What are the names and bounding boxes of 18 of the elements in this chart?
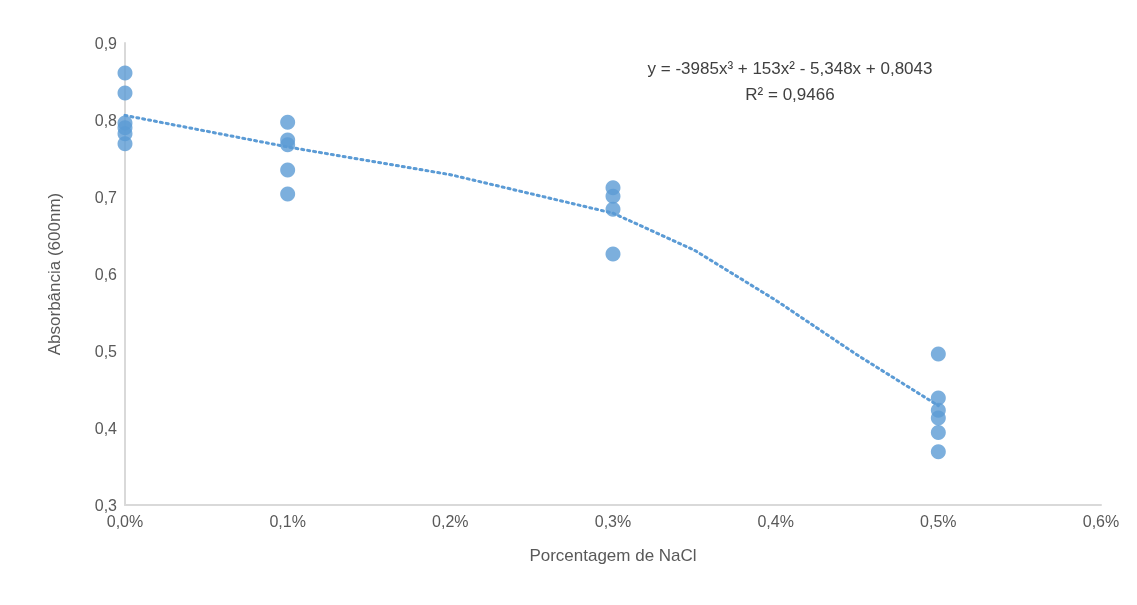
y-tick-label: 0,6: [94, 265, 118, 283]
x-tick-label: 0,1%: [269, 512, 306, 530]
y-axis-title: Absorbância (600nm): [45, 192, 64, 356]
y-tick-label: 0,8: [94, 111, 118, 129]
x-tick-label: 0,4%: [757, 512, 794, 530]
x-tick-label: 0,3%: [594, 512, 632, 530]
x-axis-title: Porcentagem de NaCl: [529, 546, 697, 565]
annotation: y = -3985x³ + 153x² - 5,348x + 0,8043: [647, 59, 933, 78]
y-tick-label: 0,7: [94, 188, 118, 206]
y-tick-label: 0,4: [94, 419, 118, 437]
y-tick-label: 0,3: [94, 496, 118, 514]
x-tick-label: 0,0%: [106, 512, 144, 530]
y-tick-label: 0,5: [94, 342, 118, 360]
x-tick-label: 0,6%: [1082, 512, 1120, 530]
y-tick-label: 0,9: [94, 34, 118, 52]
x-tick-label: 0,2%: [432, 512, 469, 530]
annotation: R² = 0,9466: [745, 85, 835, 104]
x-tick-label: 0,5%: [920, 512, 957, 530]
